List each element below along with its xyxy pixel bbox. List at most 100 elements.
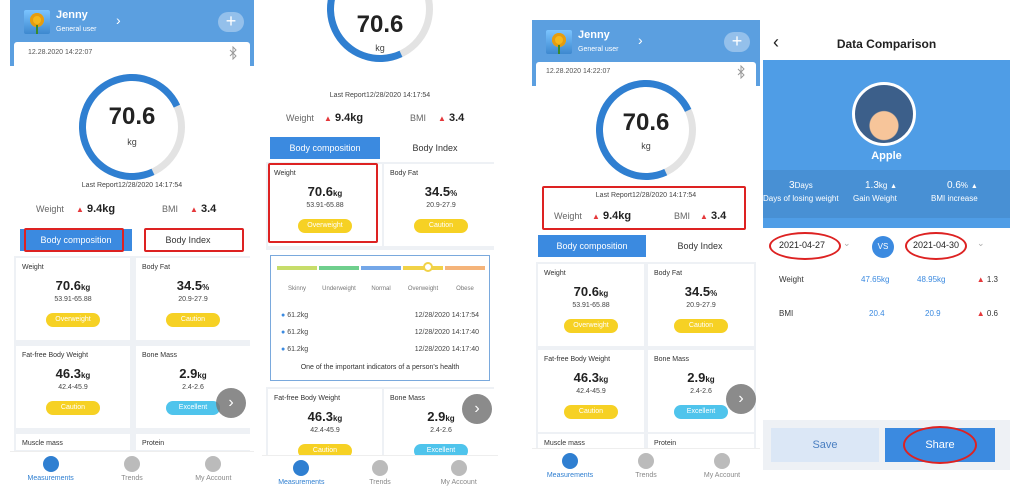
metric-unit: kg: [197, 371, 207, 380]
stat-unit: Days: [794, 181, 813, 190]
highlight-oval: [903, 426, 977, 464]
metric-muscle[interactable]: Muscle mass: [16, 434, 130, 450]
scale-label: Underweight: [322, 286, 356, 292]
chevron-right-icon[interactable]: ›: [638, 32, 643, 48]
scale-bar-underweight: [319, 266, 359, 270]
bmi-change: 3.4: [200, 203, 217, 215]
history-value: 61.2kg: [287, 312, 309, 319]
metric-body-fat[interactable]: Body Fat 34.5% 20.9-27.9 Caution: [384, 164, 498, 246]
tab-body-index[interactable]: Body Index: [646, 235, 754, 257]
timestamp: 12.28.2020 14:22:07: [28, 49, 93, 56]
metric-unit: kg: [445, 414, 455, 423]
nav-account[interactable]: My Account: [684, 449, 760, 486]
stat-unit: %: [960, 181, 969, 190]
up-triangle-icon: ▲: [700, 212, 708, 221]
weight-gauge: 70.6 kg: [596, 80, 696, 180]
measurements-icon: [562, 453, 578, 469]
weight-change: 9.4kg: [334, 112, 364, 124]
nav-label: My Account: [440, 479, 477, 486]
metric-muscle[interactable]: Muscle mass: [538, 434, 644, 452]
phone-screen-home: Jenny General user › + 12.28.2020 14:22:…: [10, 0, 254, 489]
account-icon: [714, 453, 730, 469]
scale-label: Normal: [371, 286, 391, 292]
highlight-box: [144, 228, 244, 252]
next-button[interactable]: ›: [726, 384, 756, 414]
next-button[interactable]: ›: [216, 388, 246, 418]
metric-body-fat[interactable]: Body Fat 34.5% 20.9-27.9 Caution: [136, 258, 250, 340]
weight-label: Weight: [286, 113, 314, 123]
status-badge: Excellent: [674, 405, 728, 419]
weight-change: 9.4kg: [86, 203, 116, 215]
add-button[interactable]: +: [218, 12, 244, 32]
metric-value: 70.6: [307, 184, 333, 199]
tab-body-index[interactable]: Body Index: [380, 137, 490, 159]
metric-title: Fat-free Body Weight: [274, 395, 341, 402]
metric-value: 70.6: [55, 278, 81, 293]
metric-title: Weight: [22, 264, 44, 271]
up-triangle-icon: ▲: [438, 114, 446, 123]
metric-range: 20.9-27.9: [686, 302, 716, 309]
nav-measurements[interactable]: Measurements: [262, 456, 341, 489]
nav-account[interactable]: My Account: [173, 452, 254, 489]
tab-body-composition[interactable]: Body composition: [538, 235, 646, 257]
metric-title: Bone Mass: [390, 395, 426, 402]
metric-title: Muscle mass: [544, 440, 585, 447]
nav-label: Trends: [635, 472, 657, 479]
nav-measurements[interactable]: Measurements: [532, 449, 608, 486]
metric-weight[interactable]: Weight 70.6kg 53.91-65.88 Overweight: [538, 264, 644, 346]
up-triangle-icon: ▲: [976, 309, 985, 318]
add-button[interactable]: +: [724, 32, 750, 52]
chevron-down-icon[interactable]: ⌄: [977, 238, 985, 248]
next-button[interactable]: ›: [462, 394, 492, 424]
tab-body-composition[interactable]: Body composition: [20, 229, 132, 251]
metric-title: Weight: [274, 170, 296, 177]
bottom-nav: Measurements Trends My Account: [532, 448, 760, 486]
metric-weight[interactable]: Weight 70.6kg 53.91-65.88 Overweight: [268, 164, 382, 246]
stat-days: 3Days Days of losing weight: [763, 170, 845, 218]
nav-measurements[interactable]: Measurements: [10, 452, 91, 489]
row-label: Weight: [779, 275, 804, 284]
user-avatar[interactable]: [546, 30, 572, 54]
save-button[interactable]: Save: [771, 428, 879, 462]
metric-protein[interactable]: Protein: [648, 434, 754, 452]
metric-unit: %: [710, 289, 718, 298]
metric-weight[interactable]: Weight 70.6kg 53.91-65.88 Overweight: [16, 258, 130, 340]
metric-fat-free[interactable]: Fat-free Body Weight 46.3kg 42.4-45.9 Ca…: [16, 346, 130, 428]
value-diff: 0.6: [986, 309, 998, 318]
chevron-right-icon[interactable]: ›: [116, 12, 121, 28]
back-icon[interactable]: ‹: [773, 32, 779, 52]
tab-body-composition[interactable]: Body composition: [270, 137, 380, 159]
user-avatar[interactable]: [24, 10, 50, 34]
value-b: 20.9: [925, 309, 941, 318]
bluetooth-icon: [737, 65, 745, 79]
up-triangle-icon: ▲: [890, 183, 898, 190]
phone-screen-home-alt: Jenny General user › + 12.28.2020 14:22:…: [532, 0, 760, 489]
status-badge: Overweight: [46, 313, 100, 327]
stat-unit: kg: [878, 181, 888, 190]
profile-panel: Apple 3Days Days of losing weight 1.3kg …: [763, 60, 1010, 228]
metric-bone-mass[interactable]: Bone Mass 2.9kg 2.4-2.6 Excellent: [136, 346, 250, 428]
tab-body-index[interactable]: Body Index: [132, 229, 244, 251]
nav-trends[interactable]: Trends: [341, 456, 420, 489]
nav-account[interactable]: My Account: [419, 456, 498, 489]
weight-gauge: 70.6 kg: [79, 74, 185, 180]
metric-fat-free[interactable]: Fat-free Body Weight 46.3kg 42.4-45.9 Ca…: [538, 350, 644, 432]
nav-label: Measurements: [27, 475, 74, 482]
metric-range: 53.91-65.88: [54, 296, 92, 303]
metric-grid: Weight 70.6kg 53.91-65.88 Overweight Bod…: [536, 262, 756, 454]
phone-screen-comparison: ‹ Data Comparison Apple 3Days Days of lo…: [763, 0, 1010, 489]
chevron-down-icon[interactable]: ⌄: [843, 238, 851, 248]
metric-protein[interactable]: Protein: [136, 434, 250, 450]
metric-range: 2.4-2.6: [430, 427, 452, 434]
metric-range: 2.4-2.6: [182, 384, 204, 391]
nav-trends[interactable]: Trends: [91, 452, 172, 489]
up-triangle-icon: ▲: [76, 205, 84, 214]
nav-label: My Account: [703, 472, 741, 479]
metric-title: Body Fat: [142, 264, 171, 271]
up-triangle-icon: ▲: [190, 205, 198, 214]
stat-label: Gain Weight: [853, 194, 897, 203]
vs-badge: VS: [872, 236, 894, 258]
nav-trends[interactable]: Trends: [608, 449, 684, 486]
profile-name: Apple: [871, 150, 902, 162]
metric-body-fat[interactable]: Body Fat 34.5% 20.9-27.9 Caution: [648, 264, 754, 346]
